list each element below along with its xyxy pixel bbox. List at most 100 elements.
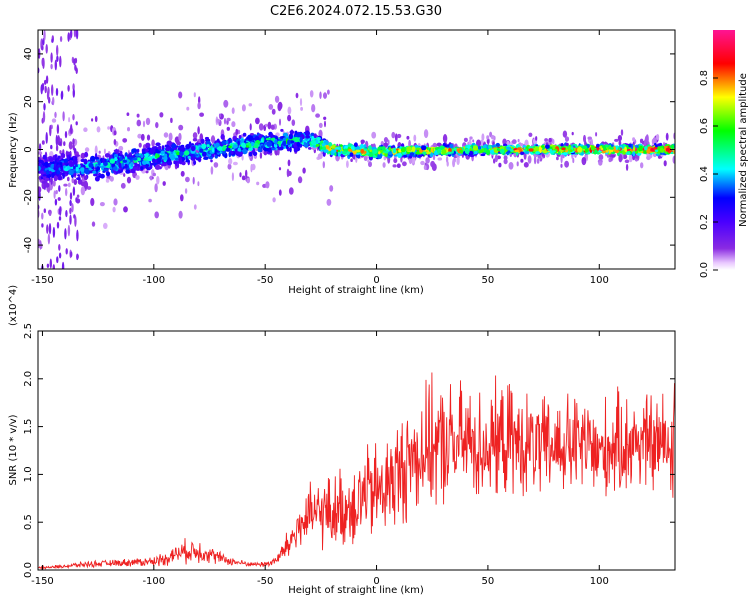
x-tick-label: -50 <box>257 576 273 587</box>
spectrogram-cell <box>240 142 246 148</box>
spectrogram-cell <box>140 166 144 171</box>
spectrogram-cell <box>476 139 481 148</box>
spectrogram-cell <box>185 176 190 183</box>
spectrogram-cell <box>269 149 273 154</box>
spectrogram-cell <box>154 164 161 170</box>
y-tick-label: 1.5 <box>23 419 34 435</box>
spectrogram-cell <box>452 158 456 168</box>
spectrogram-cell <box>68 141 73 150</box>
spectrogram-cell <box>179 159 183 165</box>
spectrogram-cell <box>320 149 323 152</box>
spectrogram-cell <box>166 161 173 166</box>
spectrogram-cell <box>40 243 43 249</box>
spectrogram-cell <box>439 145 445 151</box>
spectrogram-cell <box>302 167 306 174</box>
spectrogram-cell <box>274 139 278 145</box>
spectrogram-cell <box>52 264 55 269</box>
spectrogram-cell <box>584 148 589 153</box>
spectrogram-cell <box>184 150 190 156</box>
spectrogram-cell <box>241 104 246 112</box>
spectrogram-cell <box>65 210 68 218</box>
spectrogram-cell <box>91 118 94 122</box>
spectrogram-cell <box>396 163 401 168</box>
spectrogram-cell <box>628 143 632 148</box>
spectrogram-cell <box>561 147 566 151</box>
spectrogram-cell <box>124 163 128 169</box>
spectrogram-cell <box>134 162 138 168</box>
spectrogram-cell <box>287 170 292 176</box>
spectrogram-cell <box>119 150 123 155</box>
spectrogram-cell <box>252 151 258 156</box>
spectrogram-cell <box>488 144 492 149</box>
spectrogram-cell <box>40 84 43 95</box>
spectrogram-cell <box>309 90 314 98</box>
spectrogram-cell <box>192 154 196 158</box>
spectrogram-cell <box>193 160 197 166</box>
spectrogram-cell <box>57 164 61 168</box>
spectrogram-cell <box>646 148 652 154</box>
spectrogram-cell <box>269 133 274 139</box>
spectrogram-cell <box>248 103 253 107</box>
spectrogram-cell <box>192 138 198 142</box>
spectrogram-cell <box>42 154 47 160</box>
spectrogram-cell <box>151 155 155 160</box>
spectrogram-cell <box>161 145 165 150</box>
spectrogram-cell <box>185 144 191 150</box>
spectrogram-cell <box>54 198 58 206</box>
spectrogram-cell <box>564 136 570 142</box>
spectrogram-cell <box>212 147 215 153</box>
spectrogram-cell <box>178 124 184 131</box>
spectrogram-cell <box>241 155 244 161</box>
spectrogram-cell <box>278 138 283 142</box>
spectrogram-cell <box>178 132 182 141</box>
spectrogram-cell <box>156 175 160 185</box>
spectrogram-cell <box>176 152 181 156</box>
spectrogram-cell <box>66 156 70 160</box>
spectrogram-cell <box>200 138 205 144</box>
spectrogram-cell <box>293 137 300 142</box>
spectrogram-cell <box>351 145 355 151</box>
spectrogram-cell <box>199 148 204 153</box>
spectrogram-cell <box>193 92 196 98</box>
spectrogram-cell <box>99 202 105 207</box>
spectrogram-cell <box>289 146 292 153</box>
spectrogram-cell <box>80 167 85 173</box>
snr-x-label: Height of straight line (km) <box>288 585 424 596</box>
spectrogram-cell <box>620 129 624 136</box>
spectrogram-cell <box>94 115 98 123</box>
spectrogram-cell <box>67 176 70 182</box>
spectrogram-cell <box>118 145 124 151</box>
spectrogram-cell <box>324 120 326 128</box>
spectrogram-cell <box>46 173 52 178</box>
spectrogram-cell <box>202 151 207 157</box>
spectrogram-cell <box>228 158 233 165</box>
spectrogram-y-label: Frequency (Hz) <box>8 112 19 188</box>
spectrogram-cell <box>138 142 142 148</box>
spectrogram-cell <box>65 248 68 255</box>
spectrogram-cell <box>670 144 675 150</box>
spectrogram-cell <box>75 30 79 40</box>
spectrogram-cell <box>321 146 327 151</box>
spectrogram-cell <box>516 161 519 167</box>
spectrogram-cell <box>549 148 553 154</box>
spectrogram-cell <box>75 67 78 74</box>
spectrogram-cell <box>88 162 94 168</box>
spectrogram-cell <box>129 152 132 156</box>
spectrogram-cell <box>445 156 449 163</box>
spectrogram-cell <box>169 148 175 152</box>
spectrogram-cell <box>548 137 552 143</box>
spectrogram-cell <box>53 175 58 182</box>
spectrogram-cell <box>310 139 316 146</box>
spectrogram-cell <box>67 182 71 188</box>
spectrogram-cell <box>70 251 73 258</box>
spectrogram-cell <box>195 158 202 161</box>
spectrogram-cell <box>425 157 430 164</box>
colorbar: 0.0 0.2 0.4 0.6 0.8 Normalized spectral ampl… <box>699 30 749 278</box>
spectrogram-cell <box>151 139 155 147</box>
y-tick-label: 20 <box>23 95 34 108</box>
spectrogram-cell <box>99 173 105 179</box>
spectrogram-cell <box>58 252 62 259</box>
spectrogram-cell <box>493 147 498 152</box>
spectrogram-cell <box>618 147 621 151</box>
spectrogram-cell <box>77 164 81 168</box>
